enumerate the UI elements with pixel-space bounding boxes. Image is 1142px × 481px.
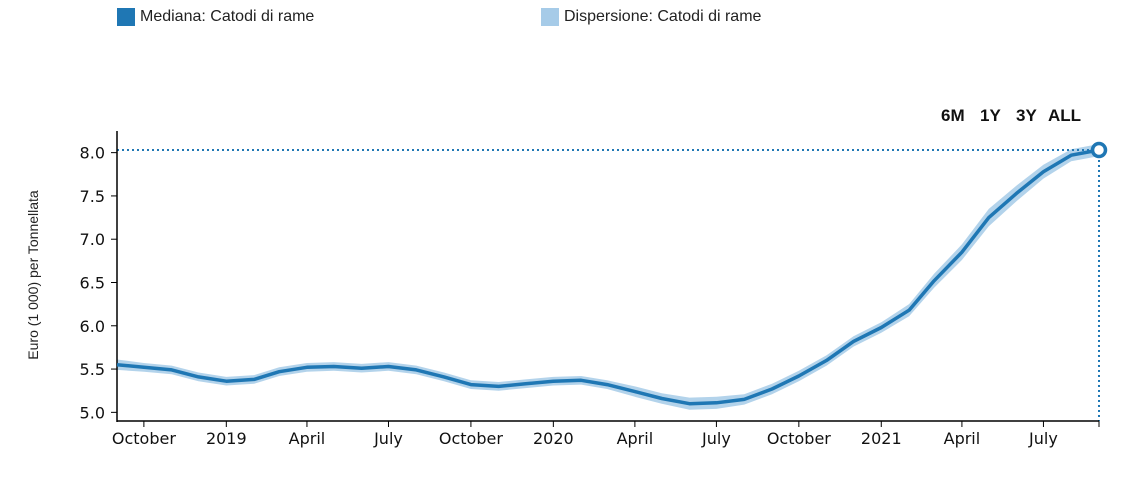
dispersion-band — [117, 144, 1099, 410]
range-button-all[interactable]: ALL — [1048, 106, 1082, 125]
range-button-1y[interactable]: 1Y — [980, 106, 1001, 125]
x-tick-label: October — [767, 429, 831, 448]
x-tick-label: 2019 — [206, 429, 247, 448]
x-tick-label: October — [439, 429, 503, 448]
y-tick-label: 6.0 — [80, 317, 105, 336]
y-tick-label: 7.0 — [80, 230, 105, 249]
y-tick-label: 7.5 — [80, 187, 105, 206]
legend-item-median[interactable]: Mediana: Catodi di rame — [117, 8, 314, 26]
median-swatch — [117, 8, 135, 26]
dispersion-swatch — [541, 8, 559, 26]
y-tick-label: 8.0 — [80, 144, 105, 163]
current-value-marker — [1090, 141, 1108, 159]
range-button-6m[interactable]: 6M — [941, 106, 965, 125]
x-tick-label: July — [373, 429, 403, 448]
x-tick-label: 2020 — [533, 429, 574, 448]
x-tick-label: July — [701, 429, 731, 448]
x-tick-label: July — [1028, 429, 1058, 448]
median-line — [116, 148, 1100, 406]
y-tick-label: 6.5 — [80, 273, 105, 292]
x-tick-label: April — [289, 429, 326, 448]
y-axis-label: Euro (1 000) per Tonnellata — [25, 190, 41, 360]
y-tick-label: 5.0 — [80, 403, 105, 422]
legend-median-label: Mediana: Catodi di rame — [140, 8, 315, 25]
legend-dispersion-label: Dispersione: Catodi di rame — [564, 8, 762, 25]
legend-item-dispersion[interactable]: Dispersione: Catodi di rame — [541, 8, 761, 26]
x-tick-label: April — [944, 429, 981, 448]
y-tick-label: 5.5 — [80, 360, 105, 379]
x-tick-label: 2021 — [861, 429, 902, 448]
x-tick-label: April — [617, 429, 654, 448]
range-button-3y[interactable]: 3Y — [1016, 106, 1037, 125]
x-tick-label: October — [112, 429, 176, 448]
